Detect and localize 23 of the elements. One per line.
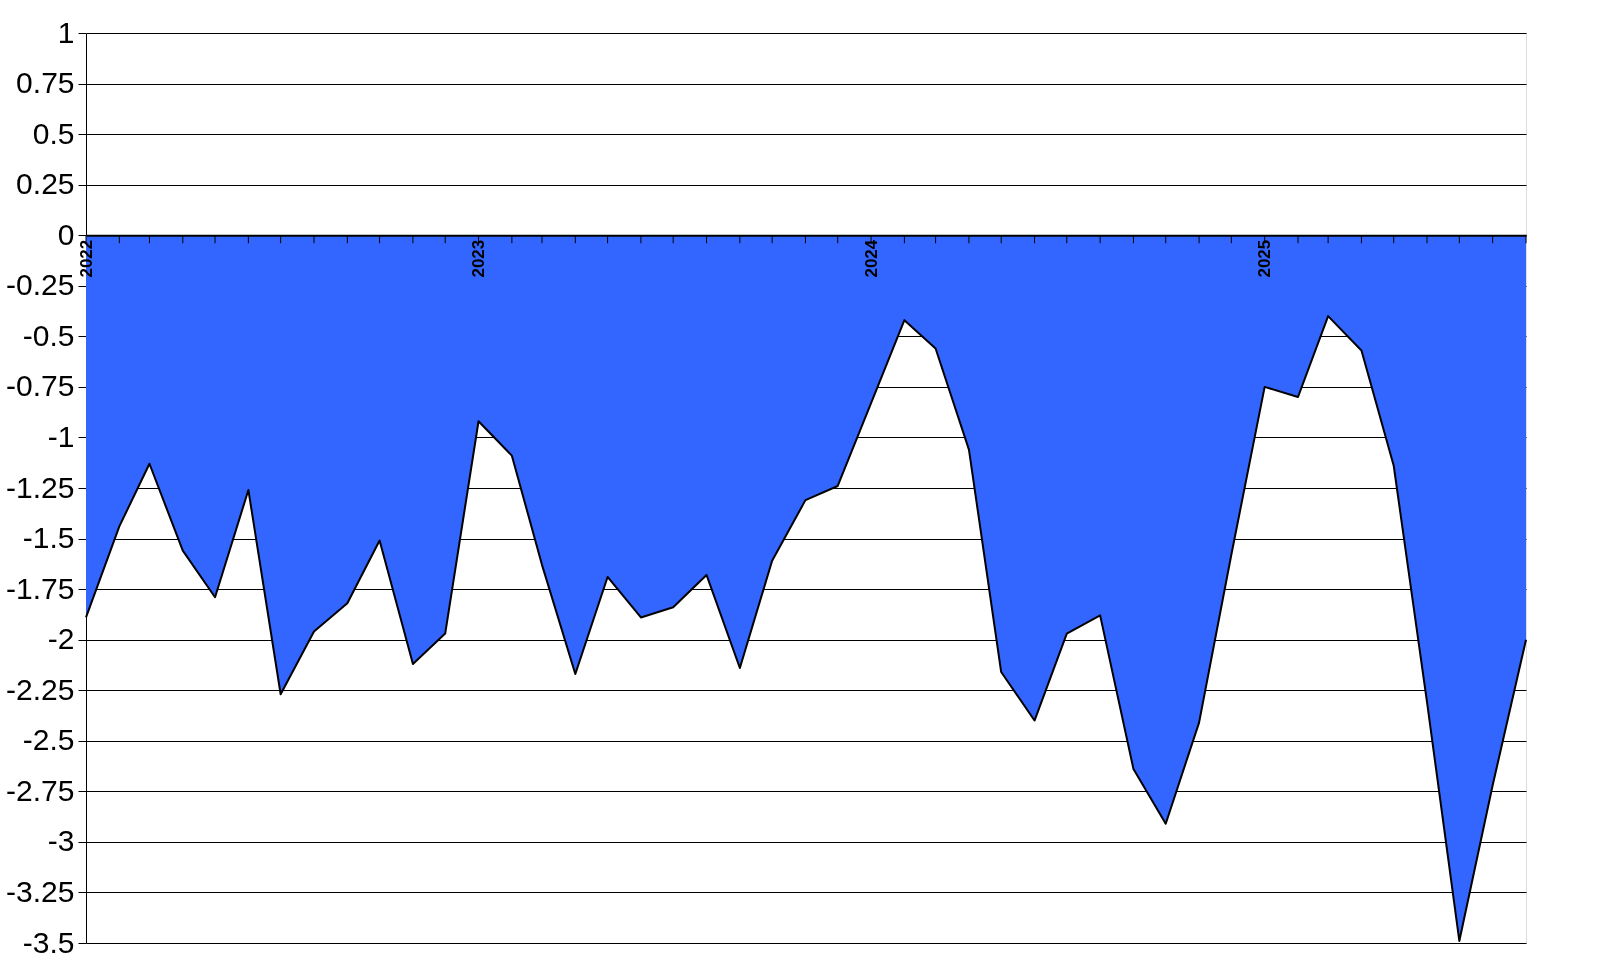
y-tick-label: -1: [47, 419, 75, 453]
y-tick-label: 0.75: [16, 66, 75, 100]
y-tick-label: -2.5: [22, 723, 75, 757]
y-tick-label: 0.25: [16, 167, 75, 201]
y-tick-label: -1.25: [6, 470, 75, 504]
y-tick-label: -2.75: [6, 773, 75, 807]
x-tick-label: 2024: [861, 239, 881, 278]
y-tick-label: 0.5: [32, 116, 75, 150]
x-tick-label: 2022: [76, 239, 96, 278]
y-tick-label: 1: [57, 15, 75, 49]
y-tick-label: -3.25: [6, 874, 75, 908]
x-tick-label: 2025: [1255, 239, 1275, 278]
y-tick-label: -0.5: [22, 318, 75, 352]
y-tick-label: -1.5: [22, 521, 75, 555]
y-tick-label: -1.75: [6, 571, 75, 605]
x-tick-label: 2023: [469, 239, 489, 278]
y-tick-label: -2.25: [6, 672, 75, 706]
y-tick-label: -3: [47, 824, 75, 858]
y-tick-label: -3.5: [22, 925, 75, 959]
y-tick-label: 0: [57, 217, 75, 251]
y-tick-label: -2: [47, 622, 75, 656]
y-tick-label: -0.25: [6, 268, 75, 302]
y-tick-label: -0.75: [6, 369, 75, 403]
